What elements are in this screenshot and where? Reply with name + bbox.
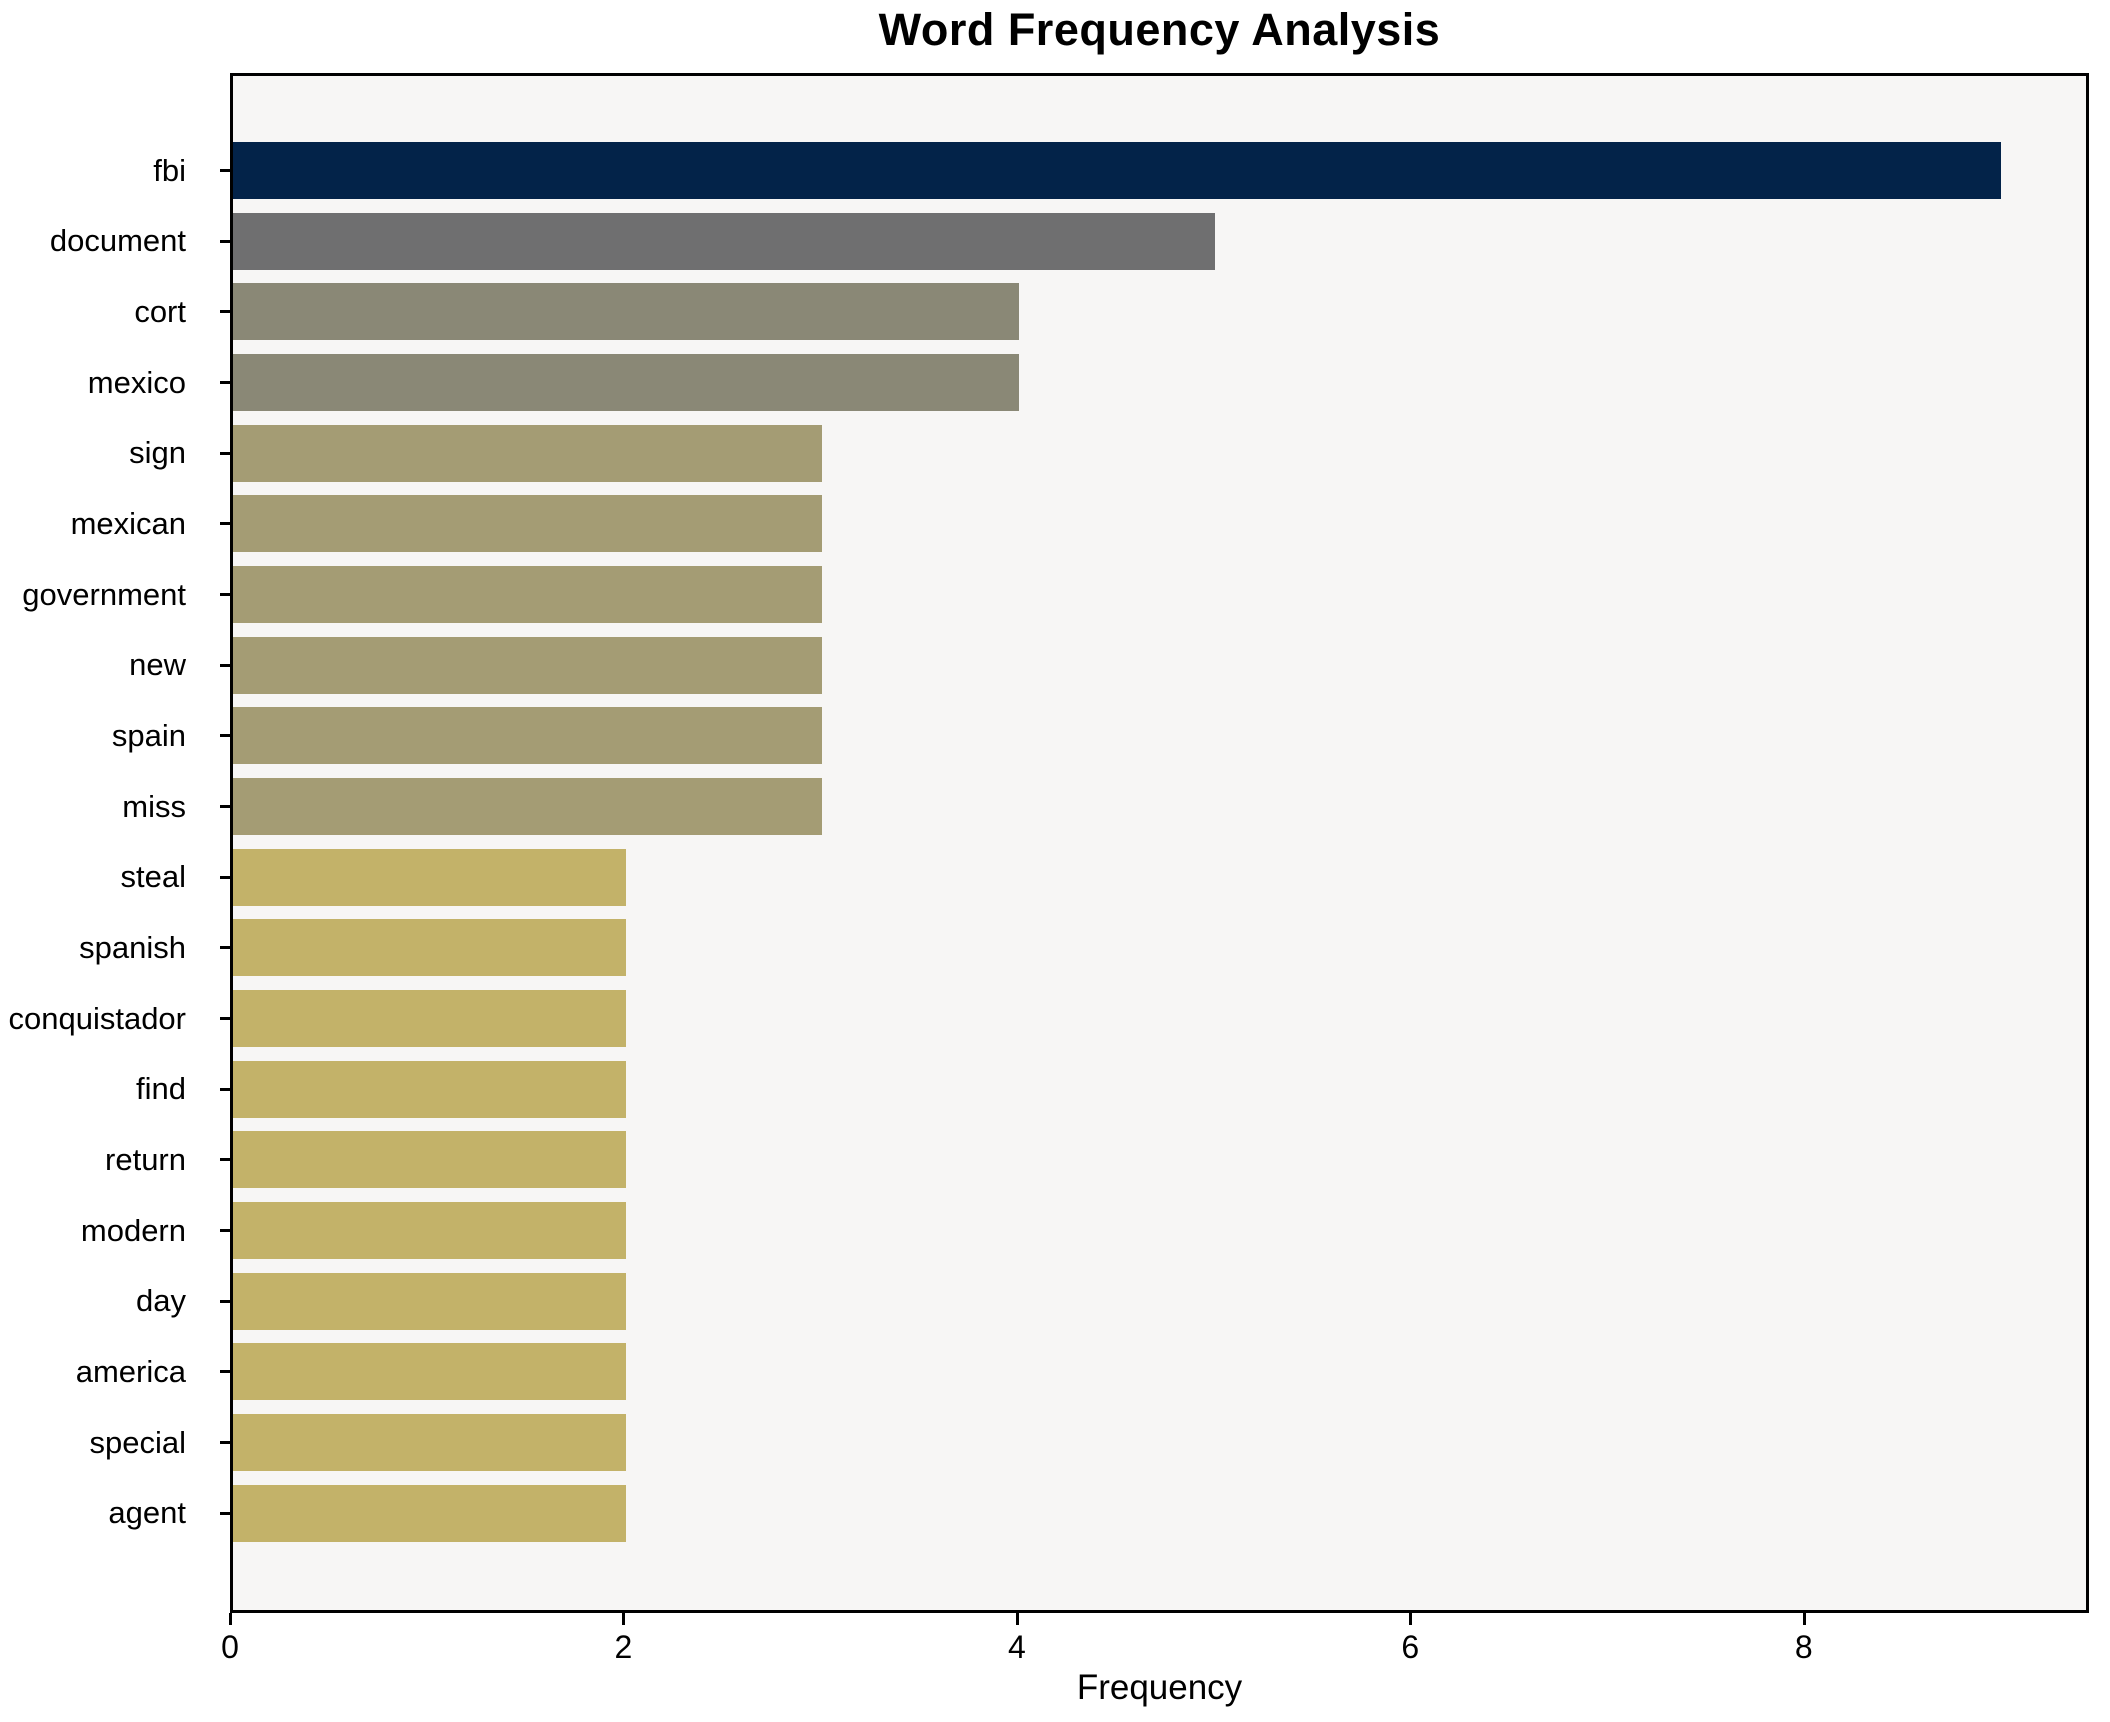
y-tick-label: document <box>49 223 186 259</box>
x-tick-mark <box>622 1613 626 1625</box>
y-tick-label: conquistador <box>8 1000 186 1036</box>
y-tick-mark <box>220 875 230 879</box>
y-tick-label: steal <box>120 859 186 895</box>
y-tick-label: fbi <box>153 152 186 188</box>
y-tick-mark <box>220 1158 230 1162</box>
y-tick-label: return <box>105 1141 186 1177</box>
x-tick-label: 2 <box>614 1629 633 1665</box>
x-tick-label: 6 <box>1401 1629 1420 1665</box>
y-tick-label: sign <box>129 435 186 471</box>
y-tick-label: mexican <box>70 505 186 541</box>
y-tick-mark <box>220 169 230 172</box>
y-tick-mark <box>220 805 230 809</box>
chart-title: Word Frequency Analysis <box>878 4 1441 55</box>
y-tick-mark <box>220 310 230 314</box>
y-tick-label: spanish <box>79 929 186 965</box>
y-tick-mark <box>220 381 230 385</box>
y-tick-mark <box>220 1087 230 1091</box>
y-tick-label: modern <box>80 1212 186 1248</box>
plot-area <box>230 73 2089 1613</box>
y-tick-label: mexico <box>87 364 186 400</box>
y-tick-label: cort <box>134 293 186 329</box>
y-tick-mark <box>220 522 230 526</box>
y-tick-label: special <box>89 1424 187 1460</box>
y-tick-label: government <box>22 576 186 612</box>
x-tick-mark <box>1802 1613 1806 1625</box>
y-tick-label: find <box>136 1071 186 1107</box>
y-tick-label: day <box>136 1283 186 1319</box>
y-tick-mark <box>220 734 230 738</box>
y-tick-label: spain <box>111 717 186 753</box>
x-tick-label: 4 <box>1007 1629 1026 1665</box>
x-axis-label: Frequency <box>1076 1668 1243 1707</box>
x-tick-mark <box>229 1613 232 1625</box>
x-tick-mark <box>1409 1613 1413 1625</box>
y-tick-mark <box>220 1017 230 1021</box>
y-tick-label: agent <box>108 1495 186 1531</box>
y-tick-mark <box>220 593 230 597</box>
y-tick-label: miss <box>122 788 186 824</box>
y-tick-mark <box>220 451 230 455</box>
y-tick-mark <box>220 1229 230 1233</box>
y-tick-mark <box>220 1441 230 1445</box>
x-tick-label: 8 <box>1794 1629 1813 1665</box>
x-tick-label: 0 <box>221 1629 239 1665</box>
y-tick-mark <box>220 946 230 950</box>
y-tick-mark <box>220 1370 230 1374</box>
x-axis: 0 2 4 6 8 <box>221 1613 2089 1703</box>
x-tick-mark <box>1015 1613 1019 1625</box>
y-tick-mark <box>220 1511 230 1515</box>
y-tick-label: new <box>129 647 186 683</box>
y-tick-mark <box>220 1299 230 1303</box>
y-tick-mark <box>220 663 230 667</box>
y-tick-mark <box>220 239 230 243</box>
y-tick-label: america <box>75 1353 186 1389</box>
